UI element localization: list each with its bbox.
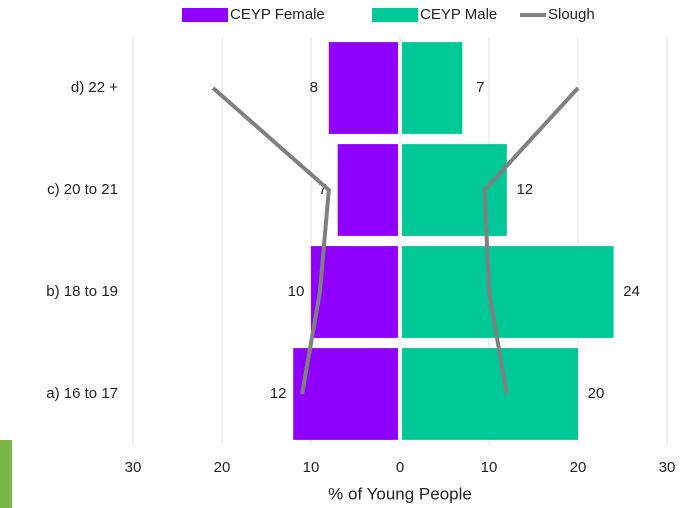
legend-label: CEYP Male (420, 6, 497, 23)
y-tick-label: a) 16 to 17 (46, 385, 118, 402)
corner-decoration (0, 440, 12, 508)
data-label: 12 (270, 385, 287, 402)
bar (402, 348, 578, 440)
legend-label: CEYP Female (230, 6, 325, 23)
bar (311, 246, 398, 338)
data-label: 10 (288, 283, 305, 300)
bar (328, 42, 398, 134)
x-tick-label: 20 (214, 459, 231, 476)
x-tick-label: 10 (303, 459, 320, 476)
y-tick-label: d) 22 + (71, 79, 118, 96)
x-tick-label: 20 (570, 459, 587, 476)
bar (337, 144, 398, 236)
y-tick-label: c) 20 to 21 (47, 181, 118, 198)
legend-swatch (372, 8, 418, 22)
x-tick-label: 0 (396, 459, 404, 476)
data-label: 7 (476, 79, 484, 96)
bar (402, 144, 507, 236)
data-label: 8 (310, 79, 318, 96)
x-tick-label: 10 (481, 459, 498, 476)
legend-swatch (182, 8, 228, 22)
bar (293, 348, 398, 440)
y-tick-label: b) 18 to 19 (46, 283, 118, 300)
x-tick-label: 30 (125, 459, 142, 476)
data-label: 7 (319, 181, 327, 198)
bar (402, 246, 614, 338)
line-series (482, 86, 580, 395)
data-label: 24 (623, 283, 640, 300)
data-label: 20 (588, 385, 605, 402)
x-tick-label: 30 (659, 459, 676, 476)
legend-label: Slough (548, 6, 595, 23)
data-label: 12 (516, 181, 533, 198)
x-axis-title: % of Young People (328, 484, 472, 503)
bar (402, 42, 463, 134)
line-series (211, 86, 331, 395)
